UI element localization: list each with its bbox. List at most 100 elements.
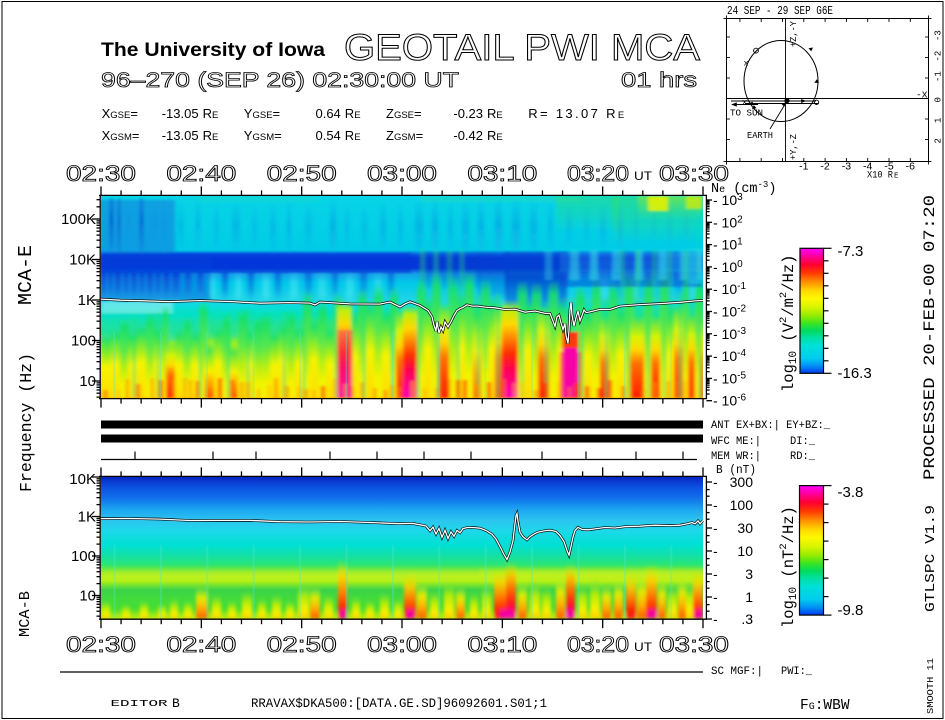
svg-text:03:20: 03:20 <box>567 632 629 657</box>
svg-text:TO SUN: TO SUN <box>730 108 763 119</box>
svg-text:RD:_: RD:_ <box>790 451 815 463</box>
svg-text:-13.05: -13.05 <box>162 106 199 121</box>
svg-text:10K: 10K <box>69 252 96 269</box>
svg-text:96–270 (SEP 26) 02:30:00 UT: 96–270 (SEP 26) 02:30:00 UT <box>101 68 459 92</box>
svg-text:XGSE=: XGSE= <box>102 106 138 121</box>
svg-text:- 101: - 101 <box>713 237 743 253</box>
svg-text:- 103: - 103 <box>713 192 743 208</box>
svg-text:-1: -1 <box>934 71 944 82</box>
svg-text:log10 (nT2/Hz): log10 (nT2/Hz) <box>778 506 800 628</box>
svg-text:RE: RE <box>487 106 503 121</box>
svg-text:0: 0 <box>934 97 944 102</box>
svg-text:24 SEP - 29 SEP G6E: 24 SEP - 29 SEP G6E <box>727 4 833 18</box>
svg-text:3: 3 <box>745 566 753 582</box>
svg-text:GTLSPC V1.9: GTLSPC V1.9 <box>924 505 939 612</box>
svg-text:Frequency (Hz): Frequency (Hz) <box>18 353 37 492</box>
svg-text:0.64: 0.64 <box>315 106 340 121</box>
svg-text:MCA-B: MCA-B <box>17 591 34 637</box>
svg-text:03:20: 03:20 <box>567 161 629 186</box>
svg-text:1K: 1K <box>78 509 96 526</box>
svg-text:-: - <box>713 520 718 536</box>
svg-text:ANT EX+BX:| EY+BZ:_: ANT EX+BX:| EY+BZ:_ <box>711 420 830 432</box>
svg-text:-1: -1 <box>799 161 808 173</box>
svg-text:XGSM=: XGSM= <box>102 128 140 143</box>
svg-text:100K: 100K <box>61 211 96 228</box>
svg-text:-: - <box>713 589 718 605</box>
svg-text:- 102: - 102 <box>713 214 743 230</box>
svg-text:-0.23: -0.23 <box>453 106 483 121</box>
svg-text:GEOTAIL PWI MCA: GEOTAIL PWI MCA <box>344 27 700 68</box>
svg-text:B: B <box>172 696 180 711</box>
svg-text:EDITOR: EDITOR <box>111 698 168 709</box>
svg-text:SMOOTH 11: SMOOTH 11 <box>925 658 936 714</box>
svg-text:-: - <box>713 543 718 559</box>
svg-text:100: 100 <box>71 548 96 565</box>
svg-text:03:30: 03:30 <box>659 632 729 657</box>
svg-text:YGSM=: YGSM= <box>244 128 282 143</box>
svg-text:-5: -5 <box>884 161 893 173</box>
svg-text:02:40: 02:40 <box>166 161 236 186</box>
svg-text:ZGSM=: ZGSM= <box>386 128 423 143</box>
svg-text:PROCESSED 20-FEB-00 07:20: PROCESSED 20-FEB-00 07:20 <box>921 195 939 480</box>
svg-text:1K: 1K <box>78 292 96 309</box>
svg-text:RRAVAX$DKA500:[DATA.GE.SD]9609: RRAVAX$DKA500:[DATA.GE.SD]96092601.S01;1 <box>251 697 547 711</box>
svg-text:-3: -3 <box>842 161 851 173</box>
svg-text:RE: RE <box>203 128 219 143</box>
svg-text:-2: -2 <box>934 51 944 62</box>
svg-text:-7.3: -7.3 <box>838 243 864 260</box>
svg-text:-2: -2 <box>820 161 829 173</box>
svg-text:YGSE=: YGSE= <box>244 106 280 121</box>
svg-text:- 100: - 100 <box>713 259 743 275</box>
svg-text:-16.3: -16.3 <box>838 365 872 382</box>
svg-text:E: E <box>894 173 899 181</box>
svg-text:ZGSE=: ZGSE= <box>386 106 422 121</box>
svg-text:x: x <box>742 98 747 108</box>
svg-text:RE: RE <box>203 106 219 121</box>
svg-text:EARTH: EARTH <box>747 130 773 141</box>
svg-text:UT: UT <box>634 640 653 654</box>
svg-text:SC MGF:|: SC MGF:| <box>711 666 763 678</box>
svg-text:RE: RE <box>345 128 361 143</box>
svg-text:10K: 10K <box>69 471 96 488</box>
svg-text:-6: -6 <box>906 161 915 173</box>
svg-text:-: - <box>713 497 718 513</box>
svg-text:02:30: 02:30 <box>66 632 136 657</box>
svg-text:PWI:_: PWI:_ <box>781 666 812 678</box>
svg-text:B (nT): B (nT) <box>716 464 756 477</box>
svg-text:03:00: 03:00 <box>367 161 437 186</box>
svg-text:FG:WBW: FG:WBW <box>800 698 850 714</box>
svg-text:-: - <box>713 566 718 582</box>
svg-text:03:30: 03:30 <box>659 161 729 186</box>
svg-text:-3.8: -3.8 <box>838 484 864 501</box>
svg-text:03:10: 03:10 <box>467 632 537 657</box>
svg-text:1: 1 <box>745 589 753 605</box>
svg-text:01 hrs: 01 hrs <box>621 68 697 92</box>
svg-text:02:30: 02:30 <box>66 161 136 186</box>
svg-text:300: 300 <box>730 474 754 490</box>
svg-text:WFC ME:|: WFC ME:| <box>711 436 761 448</box>
svg-text:30: 30 <box>737 520 753 536</box>
svg-text:1: 1 <box>934 118 944 123</box>
svg-text:0.54: 0.54 <box>315 128 340 143</box>
svg-text:+Y,-Z: +Y,-Z <box>788 134 799 160</box>
svg-text:02:50: 02:50 <box>267 161 337 186</box>
svg-text:-3: -3 <box>934 30 944 41</box>
svg-text:MEM WR:|: MEM WR:| <box>711 451 761 463</box>
svg-text:+Z,-Y: +Z,-Y <box>788 21 799 47</box>
svg-text:03:10: 03:10 <box>467 161 537 186</box>
svg-text:10: 10 <box>737 543 753 559</box>
svg-text:03:00: 03:00 <box>367 632 437 657</box>
svg-text:R= 13.07 RE: R= 13.07 RE <box>528 106 624 121</box>
svg-text:02:40: 02:40 <box>166 632 236 657</box>
svg-text:100: 100 <box>71 333 96 350</box>
svg-text:RE: RE <box>345 106 361 121</box>
svg-text:-: - <box>713 474 718 490</box>
svg-text:UT: UT <box>634 169 653 183</box>
svg-text:-4: -4 <box>863 161 872 173</box>
svg-text:10: 10 <box>79 373 96 390</box>
svg-text:log10 (V2/m2/Hz): log10 (V2/m2/Hz) <box>778 255 800 392</box>
svg-text:.3: .3 <box>741 611 753 627</box>
svg-text:The University of Iowa: The University of Iowa <box>101 39 325 61</box>
svg-text:2: 2 <box>934 138 944 143</box>
svg-text:-0.42: -0.42 <box>453 128 483 143</box>
